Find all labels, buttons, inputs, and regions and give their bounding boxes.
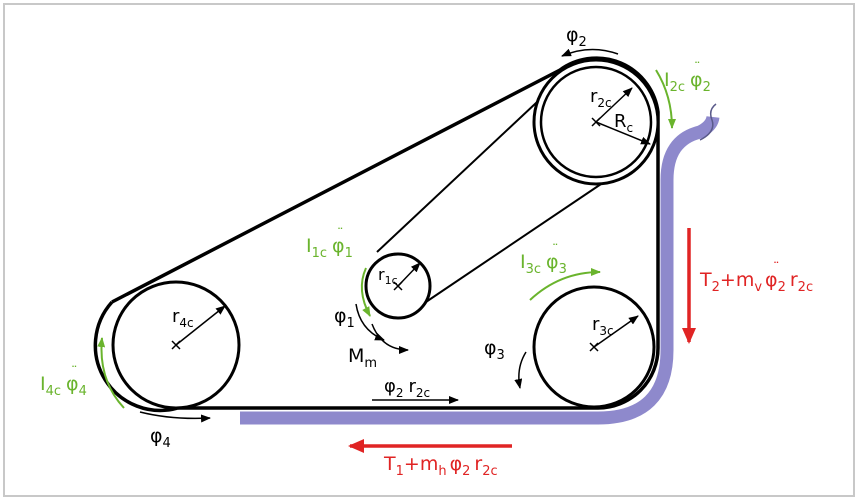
I3c-arrow xyxy=(529,268,601,301)
sheet-tail-icon xyxy=(699,103,717,141)
I1c-dots: ¨ xyxy=(337,227,344,242)
phi2r2c-label: φ2 r2c xyxy=(384,376,430,400)
T2-label: T2+mv φ2 r2c xyxy=(699,269,813,295)
I2c-label: I2c φ2 xyxy=(664,69,711,95)
I2c-dots: ¨ xyxy=(694,61,701,76)
phi3-arrow xyxy=(514,351,527,389)
phi4-label: φ4 xyxy=(150,425,171,451)
Rc-label: Rc xyxy=(614,111,633,135)
r3c-label: r3c xyxy=(592,314,614,338)
inner-belt-lower xyxy=(419,177,611,307)
phi2-arrow xyxy=(561,48,619,57)
I2c-arrow xyxy=(655,69,676,129)
pulley-2-inner xyxy=(539,65,653,179)
r4c-label: r4c xyxy=(172,306,194,330)
I4c-label: I4c φ4 xyxy=(40,373,87,399)
Mm-arrow xyxy=(371,323,409,354)
r2c-label: r2c xyxy=(590,86,612,110)
r4c-arrow xyxy=(175,305,226,346)
phi2-label: φ2 xyxy=(566,24,587,50)
r1c-arrow xyxy=(397,262,421,287)
I1c-arrow xyxy=(360,267,371,317)
inner-belt-upper xyxy=(376,87,553,253)
sheet-web xyxy=(240,115,720,425)
Rc-arrow xyxy=(595,121,651,145)
T1-dots: ¨ xyxy=(460,445,467,460)
phi4-arrow xyxy=(139,411,211,423)
I1c-label: I1c φ1 xyxy=(306,235,353,261)
I4c-dots: ¨ xyxy=(71,365,78,380)
I3c-label: I3c φ3 xyxy=(520,251,567,277)
r3c-arrow xyxy=(593,315,639,348)
T2-dots: ¨ xyxy=(773,261,780,276)
T1-label: T1+mh φ2 r2c xyxy=(383,453,498,479)
I4c-arrow xyxy=(97,337,125,409)
Mm-label: Mm xyxy=(348,345,377,371)
phi3-label: φ3 xyxy=(484,337,505,363)
main-belt-left-arc xyxy=(93,300,179,413)
phi1-label: φ1 xyxy=(334,305,355,331)
r2c-arrow xyxy=(595,87,633,123)
I3c-dots: ¨ xyxy=(552,243,559,258)
r1c-label: r1c xyxy=(378,265,398,287)
